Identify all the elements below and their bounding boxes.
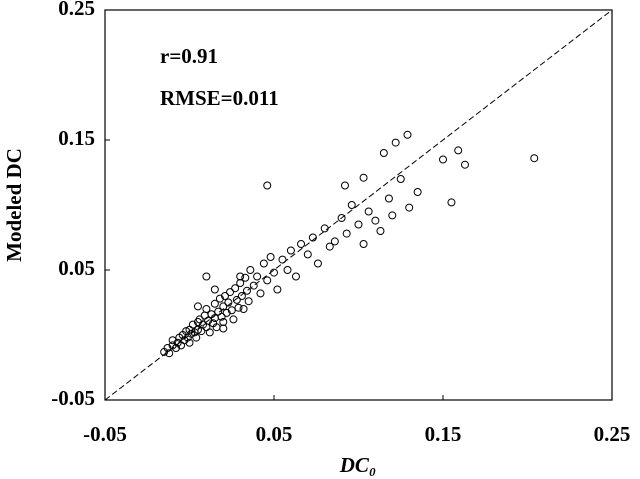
point <box>337 214 346 222</box>
point <box>391 138 400 147</box>
point <box>193 302 202 311</box>
point <box>330 237 339 246</box>
y-axis-label: Modeled DC <box>2 148 26 262</box>
point <box>359 240 368 248</box>
point <box>193 325 202 334</box>
point <box>237 292 246 300</box>
y-tick-label: -0.05 <box>51 386 95 410</box>
point <box>236 272 245 281</box>
x-axis-label: DC₀ <box>339 453 377 477</box>
point <box>454 146 463 155</box>
point <box>266 253 275 261</box>
x-tick-label: -0.05 <box>83 422 127 446</box>
point <box>413 188 422 196</box>
point <box>229 315 238 324</box>
point <box>219 302 228 311</box>
point <box>376 227 385 235</box>
y-tick-label: 0.15 <box>58 126 95 150</box>
point <box>447 198 456 207</box>
x-tick-label: 0.15 <box>425 422 462 446</box>
point <box>359 173 368 182</box>
point <box>185 338 194 347</box>
point <box>234 303 243 312</box>
point <box>226 288 235 297</box>
point <box>313 259 322 268</box>
point <box>200 311 209 320</box>
point <box>239 305 248 313</box>
point <box>256 289 265 298</box>
point <box>283 266 292 274</box>
point <box>354 220 363 229</box>
point <box>204 316 213 325</box>
point <box>205 328 214 337</box>
point <box>303 250 312 259</box>
point <box>231 284 240 293</box>
point <box>396 175 405 183</box>
point <box>297 240 306 248</box>
point <box>202 272 211 281</box>
point <box>308 233 317 242</box>
point <box>210 299 219 308</box>
y-tick-label: 0.05 <box>58 256 95 280</box>
point <box>171 344 180 352</box>
point <box>273 285 282 294</box>
point <box>263 276 272 285</box>
point <box>388 211 397 220</box>
point <box>232 295 241 304</box>
point <box>379 149 388 157</box>
point <box>241 273 250 282</box>
x-tick-label: 0.05 <box>256 422 293 446</box>
point <box>270 268 278 277</box>
point <box>244 297 253 306</box>
point <box>222 308 231 317</box>
plot-frame <box>104 9 613 401</box>
point <box>384 194 393 203</box>
point <box>227 306 236 315</box>
annotation-rmse: RMSE=0.011 <box>160 86 279 110</box>
point <box>219 324 228 333</box>
point <box>246 266 255 274</box>
point <box>286 246 295 255</box>
x-tick-label: 0.25 <box>594 422 631 446</box>
point <box>259 259 268 268</box>
point <box>405 203 414 212</box>
point <box>202 305 211 313</box>
one-to-one-line <box>104 9 613 401</box>
point <box>210 285 219 294</box>
point <box>224 298 233 307</box>
point <box>347 201 356 209</box>
point <box>291 272 300 281</box>
point <box>439 155 447 164</box>
point <box>220 292 229 300</box>
point <box>215 294 224 303</box>
point <box>530 154 539 163</box>
y-tick-label: 0.25 <box>58 0 95 20</box>
point <box>403 130 412 139</box>
point <box>217 312 226 321</box>
point <box>192 333 201 342</box>
point <box>165 349 174 358</box>
point <box>253 272 262 281</box>
point <box>187 329 196 338</box>
point <box>364 207 373 216</box>
point <box>249 281 258 290</box>
point <box>340 181 349 190</box>
point <box>278 255 287 264</box>
point <box>188 320 197 329</box>
point <box>460 160 469 169</box>
point <box>342 229 351 238</box>
point <box>242 286 251 295</box>
point <box>168 336 177 345</box>
point <box>163 344 172 352</box>
annotation-r: r=0.91 <box>160 44 218 68</box>
point <box>263 181 272 190</box>
point <box>371 216 380 225</box>
point <box>325 242 334 251</box>
point <box>320 224 329 233</box>
